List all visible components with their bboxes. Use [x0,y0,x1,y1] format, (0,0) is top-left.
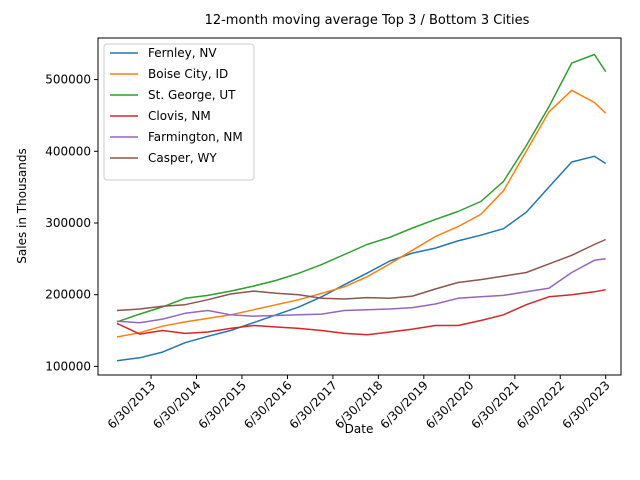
plot-area [116,53,607,362]
series-line-0 [116,155,607,362]
y-tick-label-3: 400000 [45,144,91,158]
legend-label-3: Clovis, NM [148,109,211,123]
x-axis-label: Date [345,422,374,436]
y-tick-label-2: 300000 [45,216,91,230]
y-axis: 100000 200000 300000 400000 500000 [45,73,98,373]
x-tick-label-2: 6/30/2015 [196,378,249,431]
legend: Fernley, NV Boise City, ID St. George, UT C… [103,43,255,181]
x-tick-label-8: 6/30/2021 [469,378,522,431]
x-tick-label-1: 6/30/2014 [150,378,203,431]
chart-title: 12-month moving average Top 3 / Bottom 3… [205,13,530,28]
series-line-3 [116,288,606,336]
series-line-5 [116,238,607,312]
series-line-1 [116,89,607,338]
x-tick-label-3: 6/30/2016 [241,378,294,431]
legend-label-4: Farmington, NM [148,130,243,144]
y-tick-label-0: 100000 [45,359,91,373]
x-tick-label-4: 6/30/2017 [287,378,340,431]
x-tick-label-0: 6/30/2013 [105,378,158,431]
legend-box [103,43,255,181]
plot-frame [97,37,622,376]
series-line-2 [116,53,607,323]
x-tick-label-9: 6/30/2022 [514,378,567,431]
y-tick-label-1: 200000 [45,288,91,302]
y-tick-label-4: 500000 [45,73,91,87]
legend-label-1: Boise City, ID [148,67,228,81]
legend-label-2: St. George, UT [148,88,236,102]
x-tick-label-7: 6/30/2020 [423,378,476,431]
x-tick-label-10: 6/30/2023 [559,378,612,431]
series-line-4 [116,258,606,324]
y-axis-label: Sales in Thousands [15,148,29,263]
legend-label-0: Fernley, NV [148,46,217,60]
x-tick-label-6: 6/30/2019 [378,378,431,431]
legend-label-5: Casper, WY [148,151,217,165]
